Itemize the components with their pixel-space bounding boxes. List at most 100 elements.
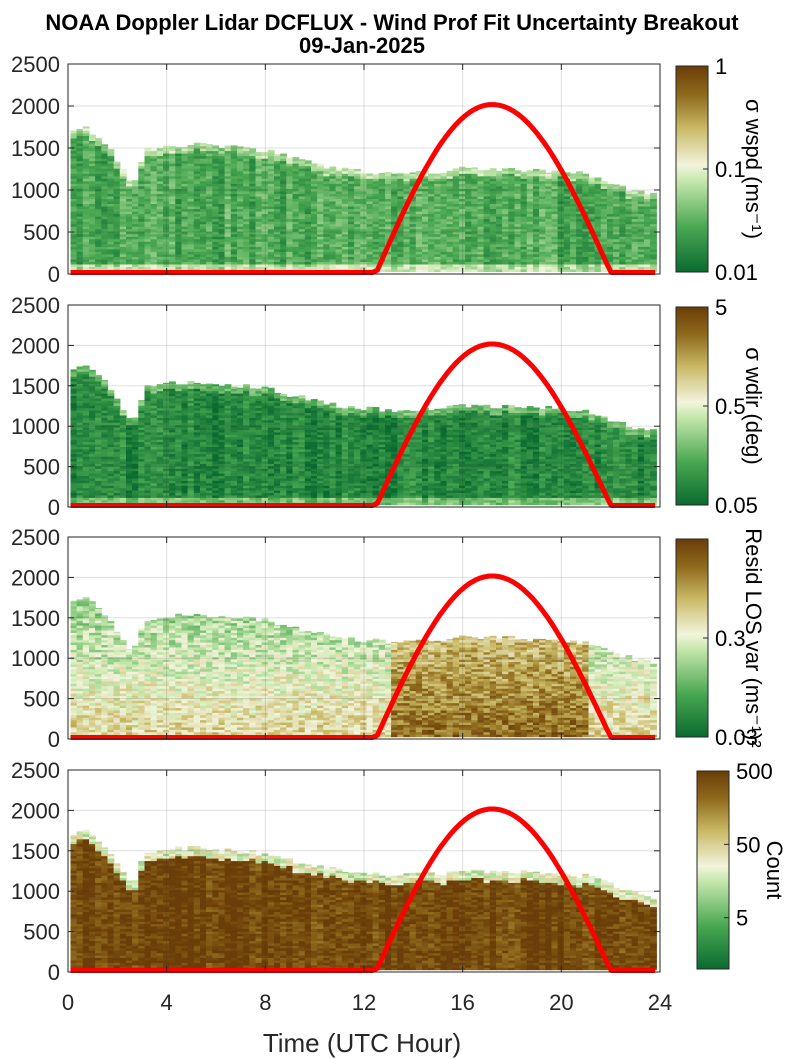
heatmap-cell [126, 211, 133, 215]
heatmap-cell [372, 236, 380, 240]
heatmap-cell [354, 185, 361, 189]
heatmap-cell [206, 253, 213, 257]
heatmap-cell [169, 256, 176, 260]
heatmap-cell [70, 200, 78, 204]
heatmap-cell [249, 160, 257, 164]
heatmap-cell [323, 180, 331, 184]
heatmap-cell [255, 185, 263, 189]
heatmap-cell [218, 148, 226, 152]
heatmap-cell [70, 135, 78, 139]
heatmap-cell [323, 263, 331, 267]
heatmap-cell [304, 226, 312, 230]
heatmap-cell [212, 198, 220, 202]
heatmap-cell [391, 193, 398, 197]
heatmap-cell [366, 251, 374, 255]
heatmap-cell [317, 178, 324, 182]
heatmap-cell [496, 171, 503, 174]
heatmap-cell [113, 263, 121, 267]
heatmap-cell [391, 185, 398, 189]
heatmap-cell [175, 203, 183, 207]
heatmap-cell [298, 180, 306, 184]
heatmap-cell [76, 206, 84, 210]
heatmap-cell [163, 243, 170, 247]
heatmap-cell [243, 147, 250, 149]
heatmap-cell [89, 160, 96, 164]
heatmap-cell [317, 190, 324, 194]
heatmap-cell [286, 173, 294, 177]
heatmap-cell [261, 170, 269, 174]
heatmap-cell [249, 266, 257, 270]
heatmap-cell [82, 256, 90, 260]
heatmap-cell [193, 228, 201, 232]
heatmap-cell [181, 258, 189, 262]
heatmap-cell [113, 168, 121, 172]
heatmap-cell [280, 263, 287, 267]
heatmap-cell [292, 253, 300, 257]
heatmap-cell [193, 223, 201, 227]
heatmap-cell [224, 185, 232, 189]
heatmap-cell [237, 168, 244, 172]
heatmap-cell [150, 253, 158, 257]
heatmap-cell [385, 261, 392, 265]
heatmap-cell [212, 175, 220, 179]
heatmap-cell [218, 183, 226, 187]
heatmap-cell [113, 241, 121, 245]
heatmap-cell [249, 195, 257, 199]
heatmap-cell [138, 165, 146, 169]
heatmap-cell [150, 248, 158, 252]
heatmap-cell [132, 203, 139, 207]
heatmap-cell [323, 178, 331, 182]
heatmap-cell [126, 198, 133, 202]
heatmap-cell [119, 183, 127, 187]
heatmap-cell [224, 246, 232, 250]
heatmap-cell [181, 200, 189, 204]
heatmap-cell [212, 148, 220, 152]
heatmap-cell [82, 143, 90, 147]
heatmap-cell [163, 236, 170, 240]
heatmap-cell [274, 183, 281, 187]
heatmap-cell [187, 193, 195, 197]
heatmap-cell [255, 203, 263, 207]
heatmap-cell [70, 261, 78, 265]
heatmap-cell [366, 246, 374, 250]
heatmap-cell [237, 216, 244, 220]
heatmap-cell [107, 150, 115, 154]
heatmap-cell [237, 195, 244, 199]
heatmap-cell [243, 163, 250, 167]
heatmap-cell [329, 211, 337, 215]
heatmap-cell [292, 200, 300, 204]
heatmap-cell [212, 150, 220, 154]
heatmap-cell [286, 246, 294, 250]
heatmap-cell [132, 266, 139, 270]
heatmap-cell [224, 183, 232, 187]
heatmap-cell [317, 195, 324, 199]
heatmap-cell [163, 208, 170, 212]
heatmap-cell [126, 185, 133, 189]
heatmap-cell [329, 253, 337, 257]
heatmap-cell [89, 228, 96, 232]
heatmap-cell [230, 216, 238, 220]
heatmap-cell [206, 183, 213, 187]
heatmap-cell [200, 216, 207, 220]
colorbar-label: σ wspd (ms⁻¹) [741, 99, 766, 239]
heatmap-cell [163, 238, 170, 242]
heatmap-cell [181, 150, 189, 154]
heatmap-cell [261, 151, 269, 154]
heatmap-cell [144, 200, 152, 204]
heatmap-cell [304, 206, 312, 210]
heatmap-cell [360, 213, 368, 217]
heatmap-cell [298, 170, 306, 174]
heatmap-cell [323, 216, 331, 220]
heatmap-cell [132, 185, 139, 189]
heatmap-cell [169, 165, 176, 169]
heatmap-cell [341, 261, 349, 265]
heatmap-cell [298, 195, 306, 199]
heatmap-cell [101, 261, 109, 265]
heatmap-cell [304, 170, 312, 174]
heatmap-cell [304, 266, 312, 270]
heatmap-cell [372, 226, 380, 230]
heatmap-cell [175, 190, 183, 194]
heatmap-cell [163, 145, 170, 149]
heatmap-cell [286, 236, 294, 240]
heatmap-cell [360, 183, 368, 187]
